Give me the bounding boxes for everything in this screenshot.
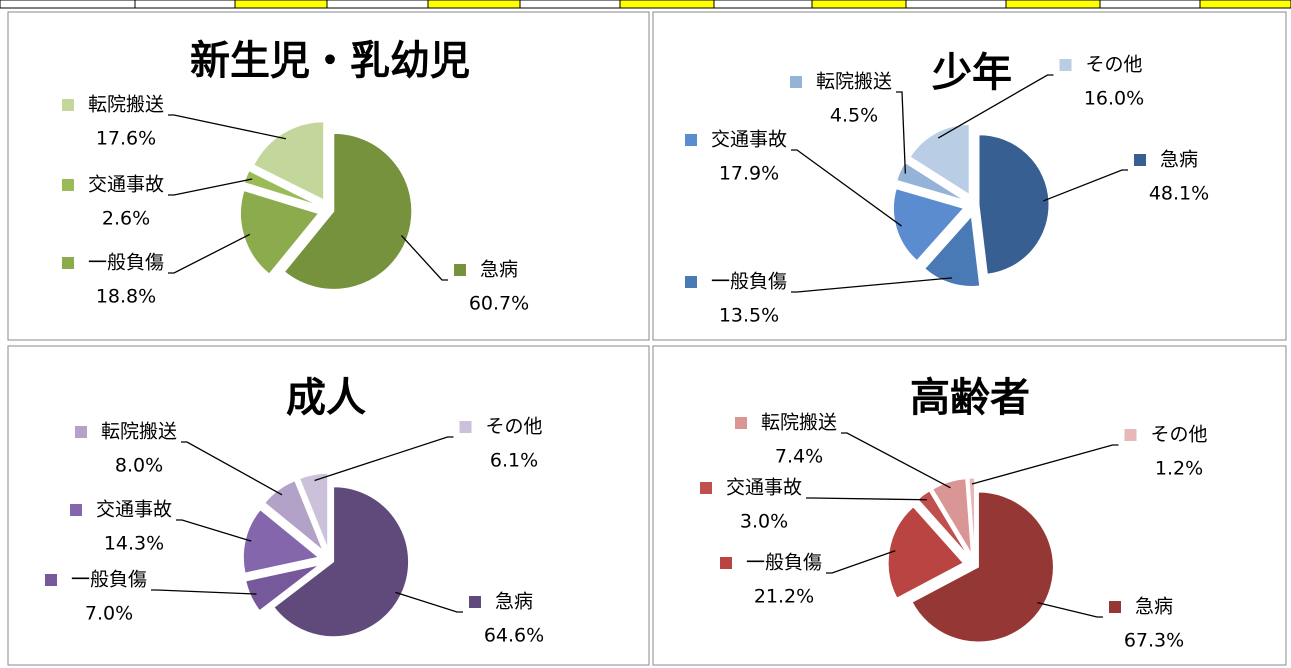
data-label: 17.6% <box>96 128 156 150</box>
data-label: 2.6% <box>102 208 150 230</box>
pie-slice <box>273 486 410 638</box>
legend-label: その他 <box>1085 54 1142 76</box>
legend-swatch <box>61 257 74 269</box>
leader-line <box>806 497 928 501</box>
data-label: 60.7% <box>469 293 529 315</box>
leader-line <box>937 74 1054 139</box>
leader-line <box>971 444 1119 485</box>
data-label: 1.2% <box>1155 458 1203 480</box>
leader-line <box>1037 601 1103 618</box>
data-label: 18.8% <box>96 286 156 308</box>
legend-swatch <box>44 574 57 586</box>
legend-swatch <box>699 482 712 494</box>
data-label: 16.0% <box>1084 88 1144 110</box>
legend-label: 転院搬送 <box>101 421 177 443</box>
leader-line <box>400 234 448 281</box>
leader-line <box>395 591 463 613</box>
legend-label: 一般負傷 <box>88 252 164 274</box>
pie-slice <box>978 134 1050 275</box>
pie-slice <box>299 472 329 549</box>
pie-slice <box>283 132 413 290</box>
pie-slice <box>264 480 324 551</box>
legend-swatch <box>789 76 802 88</box>
legend-swatch <box>61 99 74 111</box>
leader-line <box>791 149 902 227</box>
data-label: 48.1% <box>1149 183 1209 205</box>
data-label: 4.5% <box>830 105 878 127</box>
pie-slice <box>968 477 976 554</box>
legend-swatch <box>1108 601 1121 613</box>
data-label: 13.5% <box>719 305 779 327</box>
chart-title: 成人 <box>286 375 366 421</box>
leader-line <box>168 233 251 274</box>
pie-slice <box>887 506 964 599</box>
chart-title: 高齢者 <box>910 375 1030 421</box>
legend-label: 急病 <box>1135 596 1173 618</box>
pie-slice <box>253 121 325 201</box>
data-label: 7.4% <box>775 446 823 468</box>
pie-slice <box>243 170 320 207</box>
legend-swatch <box>74 426 87 438</box>
pie-slice <box>924 215 981 287</box>
legend-swatch <box>1133 154 1146 166</box>
data-label: 21.2% <box>754 586 814 608</box>
leader-line <box>168 178 253 196</box>
legend-swatch <box>1124 429 1137 441</box>
legend-label: 交通事故 <box>726 477 802 499</box>
leader-line <box>168 114 287 140</box>
data-label: 3.0% <box>740 511 788 533</box>
legend-label: 一般負傷 <box>71 569 147 591</box>
legend-swatch <box>453 264 466 276</box>
legend-label: 急病 <box>1160 149 1198 171</box>
leader-line <box>151 589 257 595</box>
leader-line <box>896 91 907 174</box>
data-label: 14.3% <box>104 533 164 555</box>
legend-swatch <box>69 504 82 516</box>
legend-label: 交通事故 <box>88 174 164 196</box>
legend-label: 転院搬送 <box>816 71 892 93</box>
data-label: 64.6% <box>484 625 544 647</box>
legend-label: 交通事故 <box>711 129 787 151</box>
legend-swatch <box>734 417 747 429</box>
leader-line <box>314 436 454 482</box>
data-label: 6.1% <box>490 450 538 472</box>
leader-line <box>841 432 951 489</box>
pie-slice <box>932 478 972 554</box>
legend-label: その他 <box>485 416 542 438</box>
legend-label: 転院搬送 <box>761 412 837 434</box>
legend-swatch <box>719 557 732 569</box>
legend-label: 転院搬送 <box>88 94 164 116</box>
sheet-row <box>0 0 1291 9</box>
legend-swatch <box>684 134 697 146</box>
pie-slice <box>245 564 320 612</box>
pie-slice <box>911 491 1054 643</box>
leader-line <box>826 550 896 574</box>
legend-swatch <box>468 596 481 608</box>
legend-label: 急病 <box>495 591 533 613</box>
leader-line <box>1043 169 1128 202</box>
leader-line <box>176 519 252 542</box>
legend-swatch <box>684 276 697 288</box>
legend-label: 一般負傷 <box>746 552 822 574</box>
data-label: 67.3% <box>1124 630 1184 652</box>
leader-line <box>181 441 283 496</box>
legend-swatch <box>61 179 74 191</box>
chart-title: 新生児・乳幼児 <box>190 38 470 84</box>
legend-label: その他 <box>1150 424 1207 446</box>
data-label: 7.0% <box>85 603 133 625</box>
pie-slice <box>909 123 970 196</box>
data-label: 8.0% <box>115 455 163 477</box>
pie-slice <box>892 188 965 262</box>
chart-title: 少年 <box>932 50 1012 96</box>
legend-label: 交通事故 <box>96 499 172 521</box>
data-label: 17.9% <box>719 163 779 185</box>
leader-line <box>791 277 953 293</box>
legend-label: 急病 <box>480 259 518 281</box>
pie-slice <box>240 189 320 275</box>
legend-label: 一般負傷 <box>711 271 787 293</box>
legend-swatch <box>459 421 472 433</box>
legend-swatch <box>1059 59 1072 71</box>
